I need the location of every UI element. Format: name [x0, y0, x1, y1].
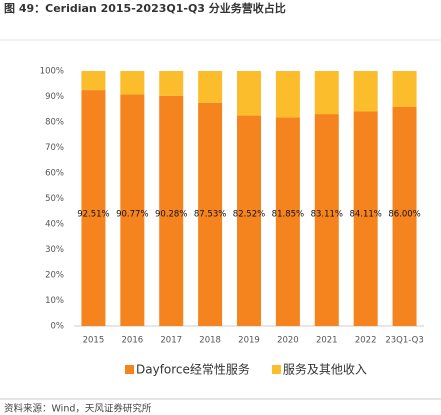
x-tick-label: 2021 — [316, 336, 338, 346]
data-label: 90.77% — [116, 210, 148, 220]
data-label: 82.52% — [233, 210, 265, 220]
data-label: 83.11% — [311, 210, 343, 220]
bar-segment — [275, 71, 300, 118]
bar-segment — [314, 71, 339, 115]
y-tick-label: 0% — [51, 322, 65, 332]
y-tick-label: 100% — [40, 67, 64, 77]
y-tick-label: 50% — [45, 194, 64, 204]
data-label: 86.00% — [388, 210, 420, 220]
x-tick-label: 2019 — [238, 336, 260, 346]
y-tick-label: 80% — [45, 118, 64, 128]
bar-segment — [314, 114, 339, 326]
bar-segment — [275, 117, 300, 326]
bar-segment — [237, 115, 261, 326]
data-label: 81.85% — [272, 210, 304, 220]
bar-segment — [81, 71, 106, 91]
bar-segment — [120, 71, 145, 95]
data-label: 92.51% — [77, 210, 109, 220]
data-label: 84.11% — [349, 210, 381, 220]
legend-label: 服务及其他收入 — [283, 362, 367, 377]
bar-segment — [198, 71, 223, 103]
y-tick-label: 90% — [45, 92, 64, 102]
bar-segment — [392, 71, 417, 107]
x-tick-label: 23Q1-Q3 — [385, 336, 423, 346]
x-tick-label: 2018 — [199, 336, 221, 346]
bar-segment — [159, 71, 184, 96]
x-tick-label: 2020 — [277, 336, 299, 346]
chart-title: 图 49：Ceridian 2015-2023Q1-Q3 分业务营收占比 — [4, 1, 286, 15]
y-tick-label: 60% — [45, 169, 64, 179]
x-tick-label: 2015 — [83, 336, 105, 346]
bar-segment — [159, 95, 184, 326]
x-tick-label: 2022 — [355, 336, 377, 346]
data-label: 87.53% — [194, 210, 226, 220]
y-tick-label: 10% — [45, 296, 64, 306]
y-tick-label: 70% — [45, 143, 64, 153]
source: 资料来源：Wind，天风证券研究所 — [4, 403, 152, 415]
bar-segment — [392, 106, 417, 326]
bar-segment — [353, 71, 378, 112]
legend-swatch — [125, 365, 134, 374]
bar-segment — [120, 94, 145, 326]
y-tick-label: 30% — [45, 245, 64, 255]
bar-segment — [237, 71, 261, 116]
legend-label: Dayforce经常性服务 — [136, 362, 250, 377]
x-tick-label: 2016 — [122, 336, 144, 346]
x-tick-label: 2017 — [160, 336, 182, 346]
y-tick-label: 20% — [45, 271, 64, 281]
bar-segment — [198, 102, 223, 327]
bar-segment — [81, 90, 106, 326]
bar-segment — [353, 111, 378, 326]
y-tick-label: 40% — [45, 220, 64, 230]
data-label: 90.28% — [155, 210, 187, 220]
legend-swatch — [271, 365, 281, 374]
